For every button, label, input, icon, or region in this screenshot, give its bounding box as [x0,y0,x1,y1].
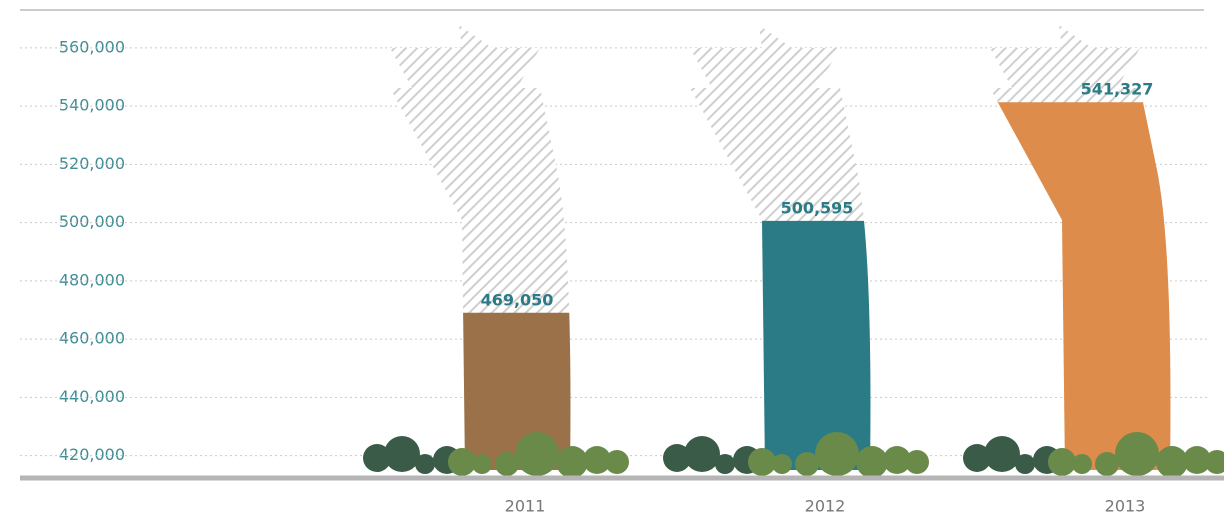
x-tick-label: 2013 [1105,497,1146,516]
value-label: 500,595 [781,198,854,217]
bush [856,446,888,478]
bush [883,446,911,474]
bush [1115,432,1159,476]
y-tick-label: 460,000 [59,329,125,348]
value-label: 469,050 [481,290,554,309]
bush [663,444,691,472]
bush [905,450,929,474]
y-tick-label: 520,000 [59,154,125,173]
bush [384,436,420,472]
y-tick-label: 500,000 [59,212,125,231]
y-tick-label: 420,000 [59,445,125,464]
bush [715,454,735,474]
value-label: 541,327 [1081,80,1154,99]
y-tick-label: 540,000 [59,96,125,115]
bush [1048,448,1076,476]
bush [748,448,776,476]
bush [772,454,792,474]
bush [963,444,991,472]
bush [1015,454,1035,474]
bush [363,444,391,472]
x-tick-label: 2012 [805,497,846,516]
y-tick-label: 480,000 [59,270,125,289]
bush [556,446,588,478]
bush [448,448,476,476]
bush [495,452,519,476]
y-tick-label: 440,000 [59,387,125,406]
bar [690,220,871,470]
bush [583,446,611,474]
bush [795,452,819,476]
bush [984,436,1020,472]
bush [605,450,629,474]
bush [1183,446,1211,474]
x-tick-label: 2011 [505,497,546,516]
bush [1072,454,1092,474]
bush [515,432,559,476]
bush [472,454,492,474]
bush [415,454,435,474]
bush [1205,450,1224,474]
bar [990,102,1171,470]
bush [815,432,859,476]
bush [1156,446,1188,478]
bush [684,436,720,472]
y-tick-label: 560,000 [59,37,125,56]
bush [1095,452,1119,476]
